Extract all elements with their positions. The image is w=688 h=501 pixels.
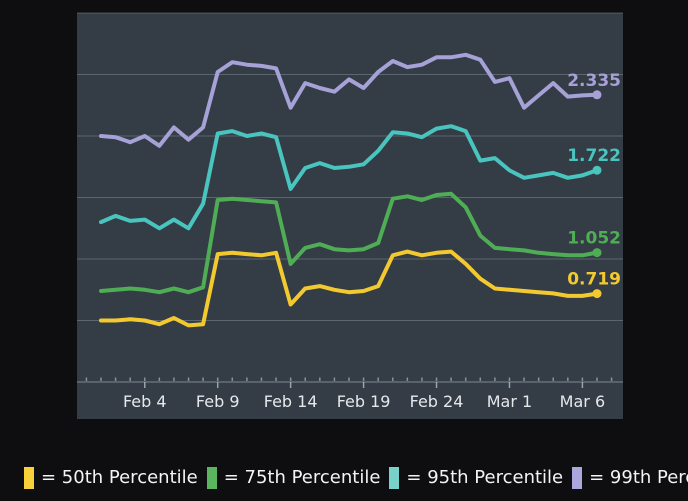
legend-item-99th-percentile: = 99th Percentile [572, 467, 688, 489]
x-tick-label: Feb 24 [410, 392, 464, 411]
legend-swatch-50th-percentile [24, 467, 34, 489]
series-end-dot-99th-percentile [592, 90, 602, 100]
legend-label-99th-percentile: = 99th Percentile [589, 467, 688, 488]
legend-item-50th-percentile: = 50th Percentile [24, 467, 198, 489]
series-line-50th-percentile [99, 249, 599, 328]
x-tick-label: Feb 19 [337, 392, 391, 411]
legend-item-95th-percentile: = 95th Percentile [389, 467, 563, 489]
series-line-75th-percentile [99, 191, 599, 295]
series-end-dot-95th-percentile [592, 165, 602, 175]
chart-panel-background [77, 13, 623, 419]
series-line-99th-percentile [99, 52, 599, 148]
series-end-dot-75th-percentile [592, 248, 602, 258]
chart-legend: = 50th Percentile = 75th Percentile = 95th… [24, 467, 688, 489]
series-value-label-50th-percentile: 0.719 [567, 270, 621, 290]
series-value-label-95th-percentile: 1.722 [567, 146, 621, 166]
legend-swatch-75th-percentile [206, 467, 217, 489]
legend-swatch-95th-percentile [389, 467, 400, 489]
x-tick-label: Feb 9 [196, 392, 240, 411]
percentile-line-chart: Feb 4 Feb 9 Feb 14 Feb 19 Feb 24 Mar 1 Mar 6 0.… [77, 12, 623, 419]
legend-label-75th-percentile: = 75th Percentile [223, 467, 381, 488]
series-line-95th-percentile [99, 124, 599, 231]
x-tick-label: Mar 6 [560, 392, 605, 411]
legend-item-75th-percentile: = 75th Percentile [206, 467, 381, 489]
series-value-label-75th-percentile: 1.052 [567, 229, 621, 249]
legend-swatch-99th-percentile [572, 467, 583, 489]
x-tick-label: Mar 1 [487, 392, 532, 411]
legend-label-95th-percentile: = 95th Percentile [406, 467, 564, 488]
series-value-label-99th-percentile: 2.335 [567, 71, 621, 91]
x-tick-label: Feb 4 [123, 392, 167, 411]
series-end-dot-50th-percentile [592, 289, 602, 299]
legend-label-50th-percentile: = 50th Percentile [41, 467, 198, 488]
x-tick-label: Feb 14 [264, 392, 318, 411]
